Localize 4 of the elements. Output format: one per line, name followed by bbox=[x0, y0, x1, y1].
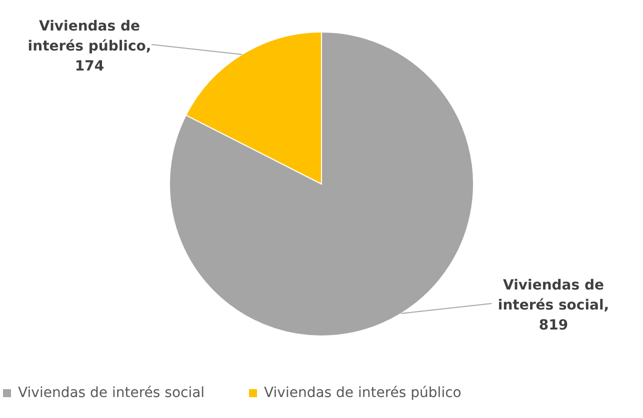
legend-label: Viviendas de interés público bbox=[264, 385, 462, 402]
data-label: Viviendas de interés social, 819 bbox=[498, 278, 610, 334]
legend-label: Viviendas de interés social bbox=[18, 385, 205, 402]
data-label: Viviendas de interés público, 174 bbox=[28, 18, 152, 74]
